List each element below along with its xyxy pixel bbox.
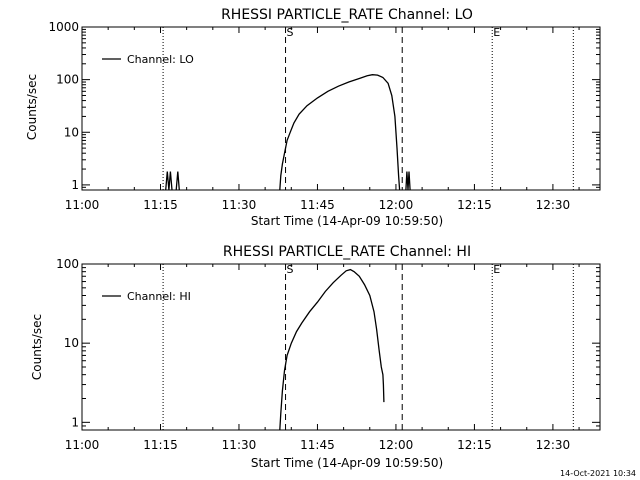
x-tick-label: 11:30 bbox=[222, 198, 257, 212]
plot-frame bbox=[81, 263, 601, 431]
x-tick-label: 11:45 bbox=[300, 198, 335, 212]
x-tick-label: 12:15 bbox=[457, 198, 492, 212]
data-series-line bbox=[165, 171, 173, 191]
x-tick-label: 12:00 bbox=[379, 198, 414, 212]
chart-title: RHESSI PARTICLE_RATE Channel: HI bbox=[223, 244, 471, 260]
legend-label: Channel: HI bbox=[127, 290, 191, 303]
chart-panel-lo: RHESSI PARTICLE_RATE Channel: LO Start T… bbox=[25, 7, 601, 228]
x-tick-label: 12:15 bbox=[457, 438, 492, 452]
y-axis-label: Counts/sec bbox=[30, 314, 44, 380]
data-series-line bbox=[405, 171, 411, 191]
y-tick-label: 1 bbox=[71, 415, 79, 429]
y-tick-label: 100 bbox=[56, 257, 79, 271]
y-tick-label: 1000 bbox=[48, 20, 79, 34]
x-axis-label: Start Time (14-Apr-09 10:59:50) bbox=[251, 214, 443, 228]
x-tick-label: 11:00 bbox=[65, 438, 100, 452]
y-axis-label: Counts/sec bbox=[25, 74, 39, 140]
legend-label: Channel: LO bbox=[127, 53, 194, 66]
x-tick-label: 11:15 bbox=[143, 198, 178, 212]
x-tick-label: 12:00 bbox=[379, 438, 414, 452]
x-tick-label: 11:15 bbox=[143, 438, 178, 452]
x-tick-label: 11:00 bbox=[65, 198, 100, 212]
y-tick-label: 10 bbox=[64, 336, 79, 350]
y-tick-label: 100 bbox=[56, 73, 79, 87]
x-tick-label: 11:45 bbox=[300, 438, 335, 452]
marker-label: E bbox=[493, 26, 500, 39]
y-tick-label: 10 bbox=[64, 125, 79, 139]
marker-label: S bbox=[287, 263, 294, 276]
x-tick-label: 12:30 bbox=[536, 438, 571, 452]
chart-title: RHESSI PARTICLE_RATE Channel: LO bbox=[221, 7, 473, 23]
footer-timestamp: 14-Oct-2021 10:34 bbox=[560, 469, 636, 478]
chart-panel-hi: RHESSI PARTICLE_RATE Channel: HI Start T… bbox=[30, 244, 601, 470]
data-series-line bbox=[279, 74, 401, 191]
x-tick-label: 12:30 bbox=[536, 198, 571, 212]
y-tick-label: 1 bbox=[71, 178, 79, 192]
x-axis-label: Start Time (14-Apr-09 10:59:50) bbox=[251, 456, 443, 470]
marker-label: S bbox=[287, 26, 294, 39]
data-series-line bbox=[175, 171, 180, 191]
marker-label: E bbox=[493, 263, 500, 276]
plot-frame bbox=[81, 26, 601, 191]
x-tick-label: 11:30 bbox=[222, 438, 257, 452]
data-series-line bbox=[279, 268, 385, 431]
